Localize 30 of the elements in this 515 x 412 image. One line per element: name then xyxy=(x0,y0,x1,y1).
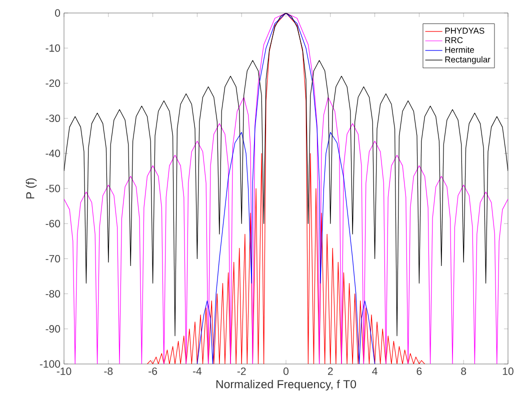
y-tick-label: -30 xyxy=(46,114,60,122)
x-tick-label: -6 xyxy=(148,368,158,375)
y-tick-label: 0 xyxy=(55,9,60,17)
x-tick-label: -4 xyxy=(193,368,202,375)
x-tick-label: 8 xyxy=(461,368,466,375)
x-tick-label: 2 xyxy=(328,368,333,375)
y-tick-label: -10 xyxy=(46,44,60,52)
x-tick-label: 10 xyxy=(502,368,514,375)
x-axis-title: Normalized Frequency, f T0 xyxy=(216,380,356,391)
y-tick-label: -70 xyxy=(46,254,60,262)
y-tick-label: -50 xyxy=(46,184,60,192)
y-tick-label: -20 xyxy=(46,79,60,87)
y-axis-title: P (f) xyxy=(26,178,37,198)
legend-label: PHYDYAS xyxy=(445,28,484,34)
x-tick-label: 4 xyxy=(372,368,378,375)
x-tick-label: 0 xyxy=(283,368,289,375)
x-tick-label: -2 xyxy=(237,368,246,375)
x-tick-label: -10 xyxy=(56,368,72,375)
x-tick-label: 6 xyxy=(416,368,422,375)
y-tick-label: -60 xyxy=(46,220,60,228)
y-tick-label: -100 xyxy=(40,360,60,368)
legend-label: Hermite xyxy=(445,46,474,53)
x-tick-label: -8 xyxy=(104,368,113,375)
legend-label: RRC xyxy=(445,37,463,44)
legend-label: Rectangular xyxy=(445,56,490,64)
line-series xyxy=(146,12,426,364)
y-tick-label: -80 xyxy=(46,290,60,298)
y-tick-label: -40 xyxy=(46,150,60,158)
line-series xyxy=(196,12,376,364)
y-tick-label: -90 xyxy=(46,325,60,333)
